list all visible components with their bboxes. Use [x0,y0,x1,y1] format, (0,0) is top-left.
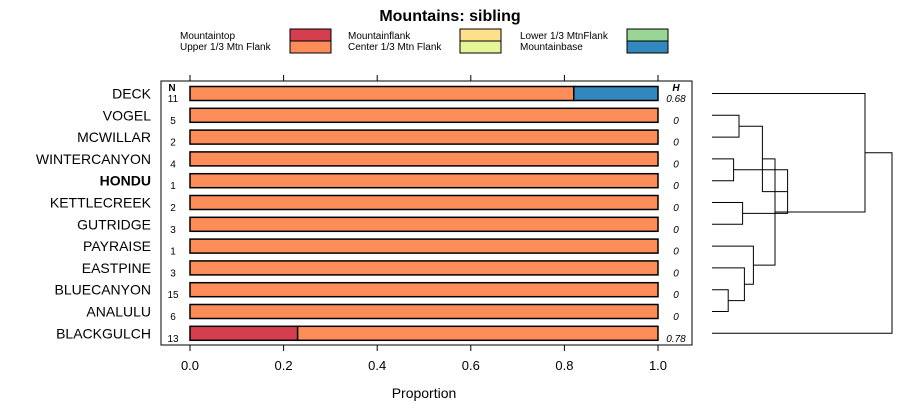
bar-segment-upper-1-3-mtn-flank [189,129,659,145]
legend-label-lower-third: Lower 1/3 MtnFlank [520,31,609,42]
row-label: MCWILLAR [77,129,151,145]
bar-segment-upper-1-3-mtn-flank [189,107,659,124]
bar-row-wintercanyon: WINTERCANYON 4 0 [36,151,679,171]
bar-segment-upper-1-3-mtn-flank [189,216,659,233]
bar-segment-upper-1-3-mtn-flank [189,260,659,276]
n-value: 1 [170,247,176,258]
bar-row-analulu: ANALULU 6 0 [86,304,679,324]
plot-frame [160,80,693,346]
row-label: EASTPINE [82,260,151,276]
bar-segment-mountainbase [573,85,659,102]
x-tick-label: 0.8 [555,358,573,373]
row-label: BLUECANYON [55,282,151,298]
h-value: 0 [673,159,679,170]
bar-segment-upper-1-3-mtn-flank [189,85,575,102]
dendrogram-link [712,202,744,225]
n-value: 5 [170,116,176,127]
n-value: 2 [170,203,176,214]
h-value: 0 [673,116,679,127]
bar-row-mcwillar: MCWILLAR 2 0 [77,129,679,149]
n-value: 2 [170,138,176,149]
dendrogram-link [712,289,729,312]
h-value: 0 [673,203,679,214]
n-value: 3 [170,268,176,279]
h-value: 0 [673,312,679,323]
legend-swatch-lower-third [626,28,669,42]
legend-swatch-mountaintop [289,28,332,42]
bar-row-deck: DECK 11 0.68 [112,86,686,106]
legend: Mountaintop Upper 1/3 Mtn Flank Mountain… [180,28,669,54]
n-value: 13 [167,334,179,345]
h-value: 0 [673,181,679,192]
dendrogram-link [712,158,735,182]
bar-row-blackgulch: BLACKGULCH 13 0.78 [56,325,686,345]
dendrogram-link [712,152,893,334]
legend-swatch-center-third [459,40,502,54]
bar-segment-upper-1-3-mtn-flank [189,194,659,211]
row-label: DECK [112,86,152,102]
dendrogram-link [712,93,866,213]
row-label: VOGEL [103,107,151,123]
row-label: ANALULU [86,304,151,320]
bar-row-kettlecreek: KETTLECREEK 2 0 [50,195,679,215]
h-value: 0 [673,138,679,149]
dendrogram-link [753,158,776,266]
n-value: 4 [170,159,176,170]
n-value: 11 [168,94,179,105]
bar-row-payraise: PAYRAISE 1 0 [83,238,679,258]
bar-segment-upper-1-3-mtn-flank [189,172,659,189]
h-value: 0 [673,290,679,301]
row-label: BLACKGULCH [56,325,151,341]
legend-swatch-mountainbase [626,40,669,54]
legend-swatch-mountainflank [459,28,502,42]
x-axis-title: Proportion [392,385,457,401]
bar-row-eastpine: EASTPINE 3 0 [82,260,679,280]
legend-label-mountainflank: Mountainflank [348,31,411,42]
row-label: WINTERCANYON [36,151,151,167]
bar-segment-upper-1-3-mtn-flank [189,303,659,320]
bar-row-gutridge: GUTRIDGE 3 0 [77,216,679,236]
bar-row-vogel: VOGEL 5 0 [103,107,679,127]
row-label: PAYRAISE [83,238,151,254]
h-value: 0.78 [666,334,686,345]
dendrogram-link [712,114,740,138]
dendrogram [712,93,893,334]
legend-label-upper-third: Upper 1/3 Mtn Flank [180,42,272,53]
x-tick-label: 0.0 [181,358,199,373]
x-tick-label: 0.2 [275,358,293,373]
bar-segment-upper-1-3-mtn-flank [189,238,659,254]
bar-segment-upper-1-3-mtn-flank [189,151,659,167]
x-tick-label: 0.4 [368,358,386,373]
x-tick-label: 0.6 [462,358,480,373]
chart-title: Mountains: sibling [379,8,520,25]
row-label: GUTRIDGE [77,216,151,232]
legend-swatch-upper-third [289,40,332,54]
row-label: HONDU [100,173,151,189]
h-value: 0 [673,225,679,236]
n-value: 1 [170,181,176,192]
bar-row-bluecanyon: BLUECANYON 15 0 [55,282,680,302]
bar-row-hondu: HONDU 1 0 [100,173,680,193]
h-value: 0.68 [666,94,686,105]
legend-label-mountaintop: Mountaintop [180,31,235,42]
bar-segment-mountaintop [189,325,299,342]
n-value: 3 [170,225,176,236]
n-value: 15 [167,290,179,301]
bar-segment-upper-1-3-mtn-flank [296,325,659,342]
row-label: KETTLECREEK [50,195,152,211]
h-value: 0 [673,247,679,258]
n-value: 6 [170,312,176,323]
h-value: 0 [673,268,679,279]
h-column-header: H [672,83,680,94]
dendrogram-link [712,245,754,285]
bar-segment-upper-1-3-mtn-flank [189,281,659,298]
x-axis: 0.0 0.2 0.4 0.6 0.8 1.0 [181,75,667,373]
legend-label-mountainbase: Mountainbase [520,42,583,53]
x-tick-label: 1.0 [649,358,667,373]
n-column-header: N [168,83,175,94]
legend-label-center-third: Center 1/3 Mtn Flank [348,42,442,53]
